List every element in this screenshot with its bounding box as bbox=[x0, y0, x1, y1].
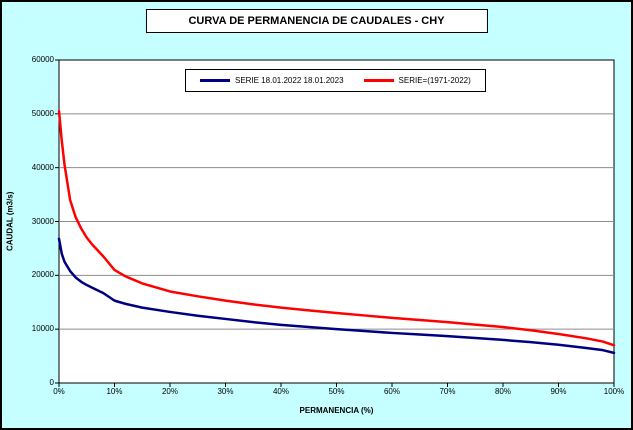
x-tick-label: 50% bbox=[328, 387, 345, 396]
chart-title: CURVA DE PERMANENCIA DE CAUDALES - CHY bbox=[145, 9, 488, 33]
x-tick-label: 40% bbox=[272, 387, 289, 396]
y-tick-label: 30000 bbox=[31, 216, 54, 226]
x-tick-label: 80% bbox=[494, 387, 511, 396]
x-tick-label: 0% bbox=[53, 387, 65, 396]
y-tick-label: 60000 bbox=[31, 55, 54, 64]
y-tick-label: 50000 bbox=[31, 108, 54, 118]
y-tick-label: 10000 bbox=[31, 324, 54, 334]
x-tick-label: 20% bbox=[161, 387, 178, 396]
x-tick-label: 10% bbox=[106, 387, 123, 396]
legend-item-series2: SERIE=(1971-2022) bbox=[363, 76, 471, 85]
series-line-2 bbox=[57, 109, 616, 347]
x-tick-label: 30% bbox=[217, 387, 234, 396]
legend-swatch-series2 bbox=[363, 79, 394, 82]
series-line-1 bbox=[57, 237, 616, 355]
x-axis-title: PERMANENCIA (%) bbox=[299, 406, 374, 415]
y-tick-label: 40000 bbox=[31, 162, 54, 172]
legend-swatch-series1 bbox=[200, 79, 230, 82]
legend: SERIE 18.01.2022 18.01.2023 SERIE=(1971-… bbox=[185, 69, 486, 92]
y-tick-label: 0 bbox=[49, 378, 54, 387]
x-tick-label: 90% bbox=[550, 387, 567, 396]
legend-item-series1: SERIE 18.01.2022 18.01.2023 bbox=[200, 76, 344, 85]
legend-label-series1: SERIE 18.01.2022 18.01.2023 bbox=[235, 76, 344, 85]
x-tick-label: 60% bbox=[383, 387, 400, 396]
y-tick-label: 20000 bbox=[31, 270, 54, 280]
legend-label-series2: SERIE=(1971-2022) bbox=[398, 76, 471, 85]
x-tick-label: 100% bbox=[603, 387, 625, 396]
x-tick-label: 70% bbox=[439, 387, 456, 396]
